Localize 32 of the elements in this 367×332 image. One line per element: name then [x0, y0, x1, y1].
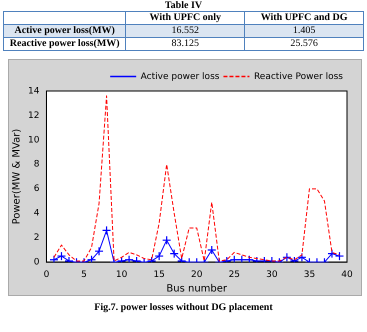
x-tick-label: 20	[191, 270, 203, 280]
y-axis-title: Power(MW & MVar)	[12, 128, 23, 224]
legend-label: Active power loss	[140, 72, 220, 82]
y-tick-label: 6	[34, 184, 40, 194]
y-tick-label: 12	[28, 110, 40, 121]
text: With UPFC and DG	[244, 12, 364, 24]
y-tick-label: 10	[28, 135, 40, 146]
y-tick-label: 8	[34, 160, 40, 170]
text: 16.552	[126, 24, 245, 38]
line-series	[53, 95, 340, 262]
x-tick-label: 30	[266, 270, 278, 280]
x-tick-label: 25	[228, 270, 240, 280]
text: 1.405	[244, 24, 364, 38]
text: Active power loss(MW)	[4, 24, 126, 38]
text: With UPFC only	[126, 12, 245, 24]
legend-label: Reactive Power loss	[254, 72, 344, 82]
text: Fig.7. power losses without DG placement	[93, 302, 274, 313]
text: 25.576	[244, 38, 364, 50]
text: 83.125	[126, 38, 245, 50]
text: Table IV	[164, 0, 204, 11]
text: Reactive power loss(MW)	[4, 38, 126, 50]
x-tick-label: 0	[44, 270, 50, 280]
x-tick-label: 5	[81, 270, 87, 280]
y-tick-label: 0	[34, 258, 40, 268]
x-tick-label: 15	[153, 270, 165, 280]
x-tick-label: 40	[341, 270, 353, 280]
x-axis-title: Bus number	[166, 284, 228, 295]
y-tick-label: 4	[34, 208, 40, 219]
y-tick-label: 2	[34, 233, 40, 244]
x-tick-label: 10	[116, 270, 128, 280]
x-tick-label: 35	[304, 270, 316, 280]
y-tick-label: 14	[28, 86, 40, 96]
